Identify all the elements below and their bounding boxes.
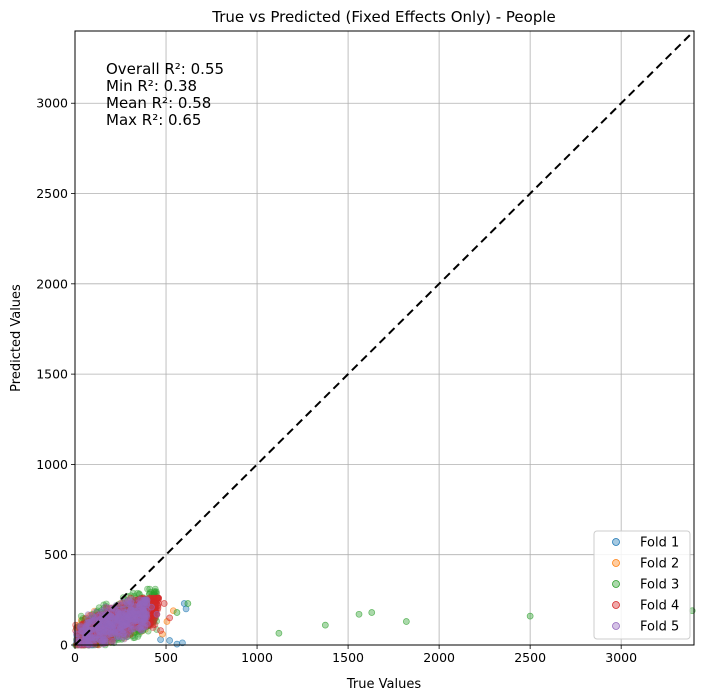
y-tick-label: 2000 — [36, 276, 68, 291]
legend-marker — [612, 559, 620, 567]
scatter-point — [368, 609, 376, 616]
scatter-point — [153, 626, 161, 633]
scatter-point — [108, 628, 116, 635]
scatter-point — [107, 610, 115, 618]
scatter-point — [98, 623, 106, 631]
scatter-point — [72, 630, 80, 637]
annotation-max-r2: Max R²: 0.65 — [106, 111, 201, 129]
x-tick-label: 2500 — [514, 650, 546, 665]
scatter-point — [123, 623, 130, 631]
axis-ticks: 0 500 1000 1500 2000 2500 3000 0 500 1000 1500 2000… — [36, 96, 637, 665]
scatter-point — [142, 596, 149, 604]
x-tick-label: 1000 — [241, 650, 273, 665]
y-tick-label: 500 — [44, 547, 68, 562]
scatter-point — [153, 610, 161, 618]
legend: Fold 1 Fold 2 Fold 3 Fold 4 Fold 5 — [593, 530, 691, 640]
scatter-point — [136, 603, 144, 610]
r2-annotations: Overall R²: 0.55 Min R²: 0.38 Mean R²: 0… — [106, 60, 224, 129]
scatter-point — [108, 637, 115, 645]
legend-label: Fold 5 — [640, 620, 679, 635]
grid-lines — [74, 31, 694, 646]
scatter-point — [355, 610, 363, 618]
y-tick-label: 3000 — [36, 96, 68, 111]
y-axis-label: Predicted Values — [9, 284, 24, 392]
scatter-point — [127, 599, 135, 607]
x-tick-label: 0 — [71, 650, 79, 665]
scatter-point — [173, 640, 181, 648]
x-tick-label: 1500 — [332, 650, 364, 665]
scatter-point — [159, 630, 166, 638]
scatter-point — [88, 617, 96, 625]
scatter-point — [150, 588, 158, 595]
x-tick-label: 500 — [154, 650, 178, 665]
scatter-point — [106, 618, 114, 626]
y-tick-label: 0 — [60, 638, 68, 653]
x-tick-label: 2000 — [423, 650, 455, 665]
scatter-point — [166, 637, 174, 644]
legend-label: Fold 3 — [640, 578, 679, 593]
scatter-point — [125, 612, 132, 619]
annotation-mean-r2: Mean R²: 0.58 — [106, 94, 211, 112]
scatter-point — [144, 585, 151, 593]
scatter-point — [138, 622, 145, 630]
scatter-point — [173, 609, 181, 616]
scatter-point — [155, 594, 162, 602]
legend-marker — [612, 622, 620, 630]
legend-label: Fold 1 — [640, 536, 679, 551]
scatter-point — [157, 627, 164, 634]
scatter-point — [141, 612, 148, 620]
scatter-point — [105, 604, 113, 612]
scatter-point — [321, 621, 329, 629]
y-tick-label: 2500 — [36, 186, 68, 201]
scatter-point — [101, 638, 109, 646]
scatter-point — [116, 606, 123, 614]
scatter-points — [72, 585, 696, 649]
scatter-point — [526, 612, 534, 620]
scatter-point — [184, 600, 192, 607]
scatter-point — [148, 603, 155, 611]
scatter-point — [402, 618, 410, 625]
scatter-point — [275, 629, 283, 637]
annotation-overall-r2: Overall R²: 0.55 — [106, 60, 224, 78]
legend-marker — [612, 580, 620, 588]
chart-title: True vs Predicted (Fixed Effects Only) -… — [211, 8, 556, 26]
scatter-point — [123, 633, 131, 640]
scatter-point — [160, 600, 168, 607]
y-tick-label: 1500 — [36, 367, 68, 382]
legend-label: Fold 4 — [640, 599, 679, 614]
scatter-point — [179, 639, 186, 647]
annotation-min-r2: Min R²: 0.38 — [106, 77, 197, 95]
scatter-point — [166, 614, 174, 622]
x-tick-label: 3000 — [605, 650, 637, 665]
x-axis-label: True Values — [346, 677, 421, 692]
y-tick-label: 1000 — [36, 457, 68, 472]
legend-marker — [612, 601, 620, 609]
scatter-point — [169, 607, 177, 615]
scatter-point — [93, 636, 100, 643]
legend-marker — [612, 538, 620, 546]
legend-label: Fold 2 — [640, 557, 679, 572]
scatter-point — [151, 607, 159, 615]
